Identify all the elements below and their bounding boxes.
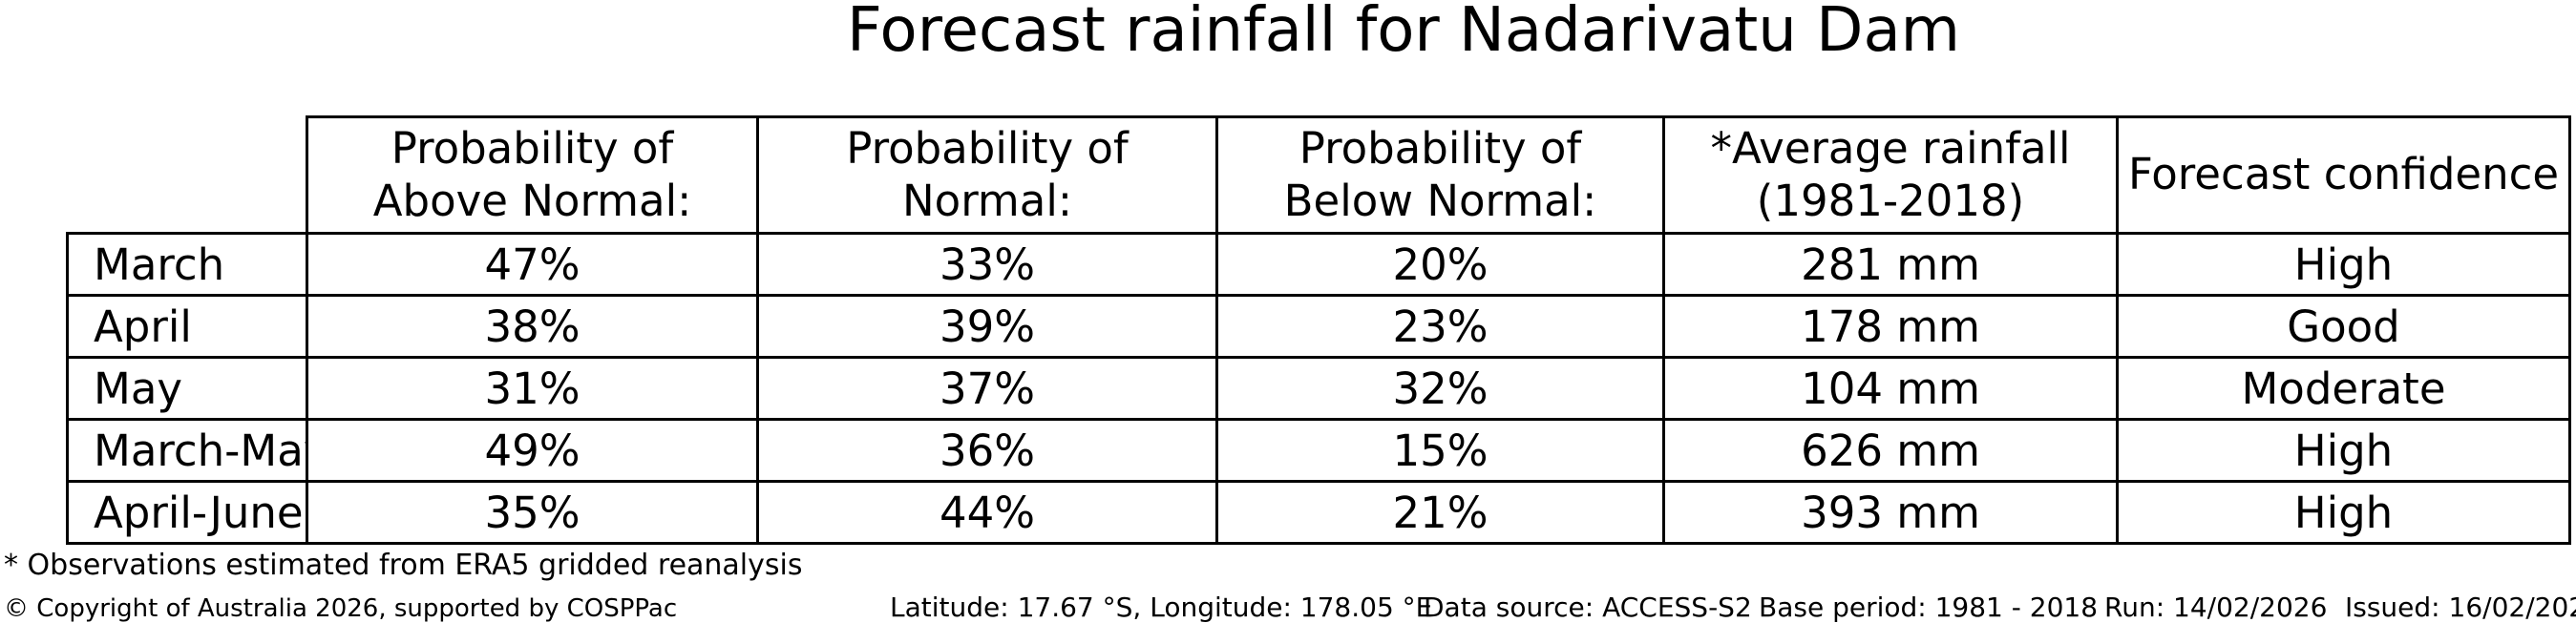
table-row: May 31% 37% 32% 104 mm Moderate bbox=[66, 356, 2571, 421]
column-header-normal: Probability of Normal: bbox=[756, 115, 1218, 235]
column-header-forecast-confidence: Forecast confidence bbox=[2116, 115, 2571, 235]
run-date-text: Run: 14/02/2026 bbox=[2104, 592, 2328, 623]
below-normal-cell: 15% bbox=[1215, 418, 1665, 483]
period-cell: March-May bbox=[66, 418, 308, 483]
column-header-average-rainfall: *Average rainfall (1981-2018) bbox=[1662, 115, 2119, 235]
table-row: March 47% 33% 20% 281 mm High bbox=[66, 232, 2571, 297]
average-rainfall-cell: 281 mm bbox=[1662, 232, 2119, 297]
below-normal-cell: 21% bbox=[1215, 480, 1665, 545]
table-row: April 38% 39% 23% 178 mm Good bbox=[66, 294, 2571, 359]
copyright-text: © Copyright of Australia 2026, supported… bbox=[4, 594, 678, 623]
page-title: Forecast rainfall for Nadarivatu Dam bbox=[847, 0, 1960, 66]
period-cell: March bbox=[66, 232, 308, 297]
confidence-cell: High bbox=[2116, 480, 2571, 545]
period-cell: April bbox=[66, 294, 308, 359]
period-cell: April-June bbox=[66, 480, 308, 545]
issued-date-text: Issued: 16/02/2026 bbox=[2345, 592, 2576, 623]
confidence-cell: High bbox=[2116, 232, 2571, 297]
table-row: March-May 49% 36% 15% 626 mm High bbox=[66, 418, 2571, 483]
forecast-table: Probability of Above Normal: Probability… bbox=[66, 115, 2571, 545]
below-normal-cell: 20% bbox=[1215, 232, 1665, 297]
table-row: April-June 35% 44% 21% 393 mm High bbox=[66, 480, 2571, 545]
column-header-below-normal: Probability of Below Normal: bbox=[1215, 115, 1665, 235]
normal-cell: 36% bbox=[756, 418, 1218, 483]
header-spacer-cell bbox=[68, 117, 307, 234]
average-rainfall-cell: 626 mm bbox=[1662, 418, 2119, 483]
above-normal-cell: 38% bbox=[306, 294, 759, 359]
column-header-above-normal: Probability of Above Normal: bbox=[306, 115, 759, 235]
normal-cell: 37% bbox=[756, 356, 1218, 421]
above-normal-cell: 31% bbox=[306, 356, 759, 421]
confidence-cell: High bbox=[2116, 418, 2571, 483]
above-normal-cell: 49% bbox=[306, 418, 759, 483]
period-cell: May bbox=[66, 356, 308, 421]
confidence-cell: Good bbox=[2116, 294, 2571, 359]
data-source-text: Data source: ACCESS-S2 bbox=[1424, 592, 1752, 623]
observations-footnote: * Observations estimated from ERA5 gridd… bbox=[4, 549, 803, 582]
average-rainfall-cell: 178 mm bbox=[1662, 294, 2119, 359]
confidence-cell: Moderate bbox=[2116, 356, 2571, 421]
base-period-text: Base period: 1981 - 2018 bbox=[1759, 592, 2099, 623]
below-normal-cell: 23% bbox=[1215, 294, 1665, 359]
latitude-longitude-text: Latitude: 17.67 °S, Longitude: 178.05 °E bbox=[890, 592, 1433, 623]
above-normal-cell: 35% bbox=[306, 480, 759, 545]
normal-cell: 44% bbox=[756, 480, 1218, 545]
above-normal-cell: 47% bbox=[306, 232, 759, 297]
normal-cell: 33% bbox=[756, 232, 1218, 297]
average-rainfall-cell: 393 mm bbox=[1662, 480, 2119, 545]
average-rainfall-cell: 104 mm bbox=[1662, 356, 2119, 421]
below-normal-cell: 32% bbox=[1215, 356, 1665, 421]
normal-cell: 39% bbox=[756, 294, 1218, 359]
header-row: Probability of Above Normal: Probability… bbox=[68, 115, 2571, 235]
